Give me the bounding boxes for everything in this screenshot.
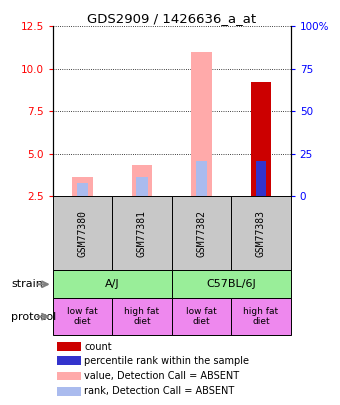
Text: GSM77382: GSM77382 <box>197 210 206 257</box>
Bar <box>196 160 207 196</box>
Text: low fat
diet: low fat diet <box>186 307 217 326</box>
Bar <box>57 387 81 396</box>
Text: percentile rank within the sample: percentile rank within the sample <box>84 356 249 366</box>
Bar <box>191 52 212 196</box>
Bar <box>53 298 112 335</box>
Title: GDS2909 / 1426636_a_at: GDS2909 / 1426636_a_at <box>87 12 256 25</box>
Bar <box>57 342 81 351</box>
Bar <box>53 271 172 298</box>
Bar <box>53 196 112 271</box>
Bar <box>251 82 271 196</box>
Bar <box>136 177 148 196</box>
Bar <box>112 196 172 271</box>
Text: GSM77380: GSM77380 <box>78 210 87 257</box>
Text: C57BL/6J: C57BL/6J <box>206 279 256 289</box>
Bar <box>172 298 231 335</box>
Text: high fat
diet: high fat diet <box>124 307 159 326</box>
Text: GSM77381: GSM77381 <box>137 210 147 257</box>
Text: value, Detection Call = ABSENT: value, Detection Call = ABSENT <box>84 371 239 381</box>
Text: high fat
diet: high fat diet <box>243 307 278 326</box>
Text: rank, Detection Call = ABSENT: rank, Detection Call = ABSENT <box>84 386 234 396</box>
Text: protocol: protocol <box>11 312 56 322</box>
Bar <box>112 298 172 335</box>
Text: A/J: A/J <box>105 279 120 289</box>
Bar <box>231 196 291 271</box>
Bar <box>72 177 93 196</box>
Bar <box>172 271 291 298</box>
Bar <box>231 298 291 335</box>
Bar <box>256 160 266 196</box>
Bar <box>172 196 231 271</box>
Bar <box>77 183 88 196</box>
Text: low fat
diet: low fat diet <box>67 307 98 326</box>
Bar <box>57 371 81 380</box>
Text: strain: strain <box>11 279 43 289</box>
Text: GSM77383: GSM77383 <box>256 210 266 257</box>
Bar <box>57 356 81 365</box>
Bar <box>132 165 152 196</box>
Text: count: count <box>84 342 112 352</box>
